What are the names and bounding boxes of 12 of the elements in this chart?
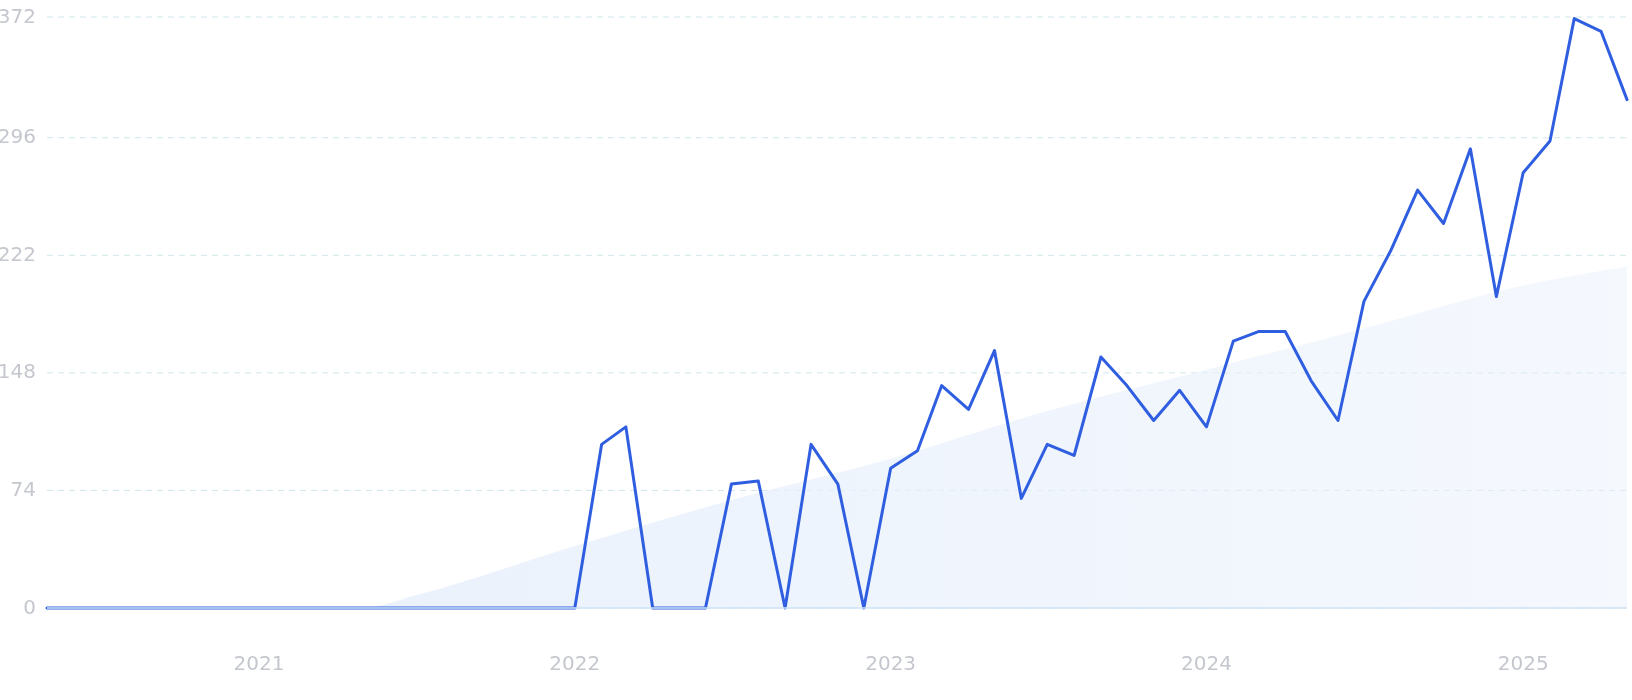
y-tick-label: 148	[0, 359, 36, 384]
line-series	[45, 17, 1629, 610]
y-tick-label: 372	[0, 3, 36, 28]
y-tick-label: 74	[10, 476, 36, 501]
x-tick-label: 2021	[233, 651, 285, 675]
y-tick-label: 0	[23, 594, 36, 619]
x-tick-label: 2022	[549, 651, 601, 675]
x-tick-label: 2023	[865, 651, 917, 675]
y-tick-label: 296	[0, 124, 36, 149]
y-tick-label: 222	[0, 241, 36, 266]
x-tick-label: 2024	[1181, 651, 1232, 675]
x-tick-label: 2025	[1497, 651, 1549, 675]
